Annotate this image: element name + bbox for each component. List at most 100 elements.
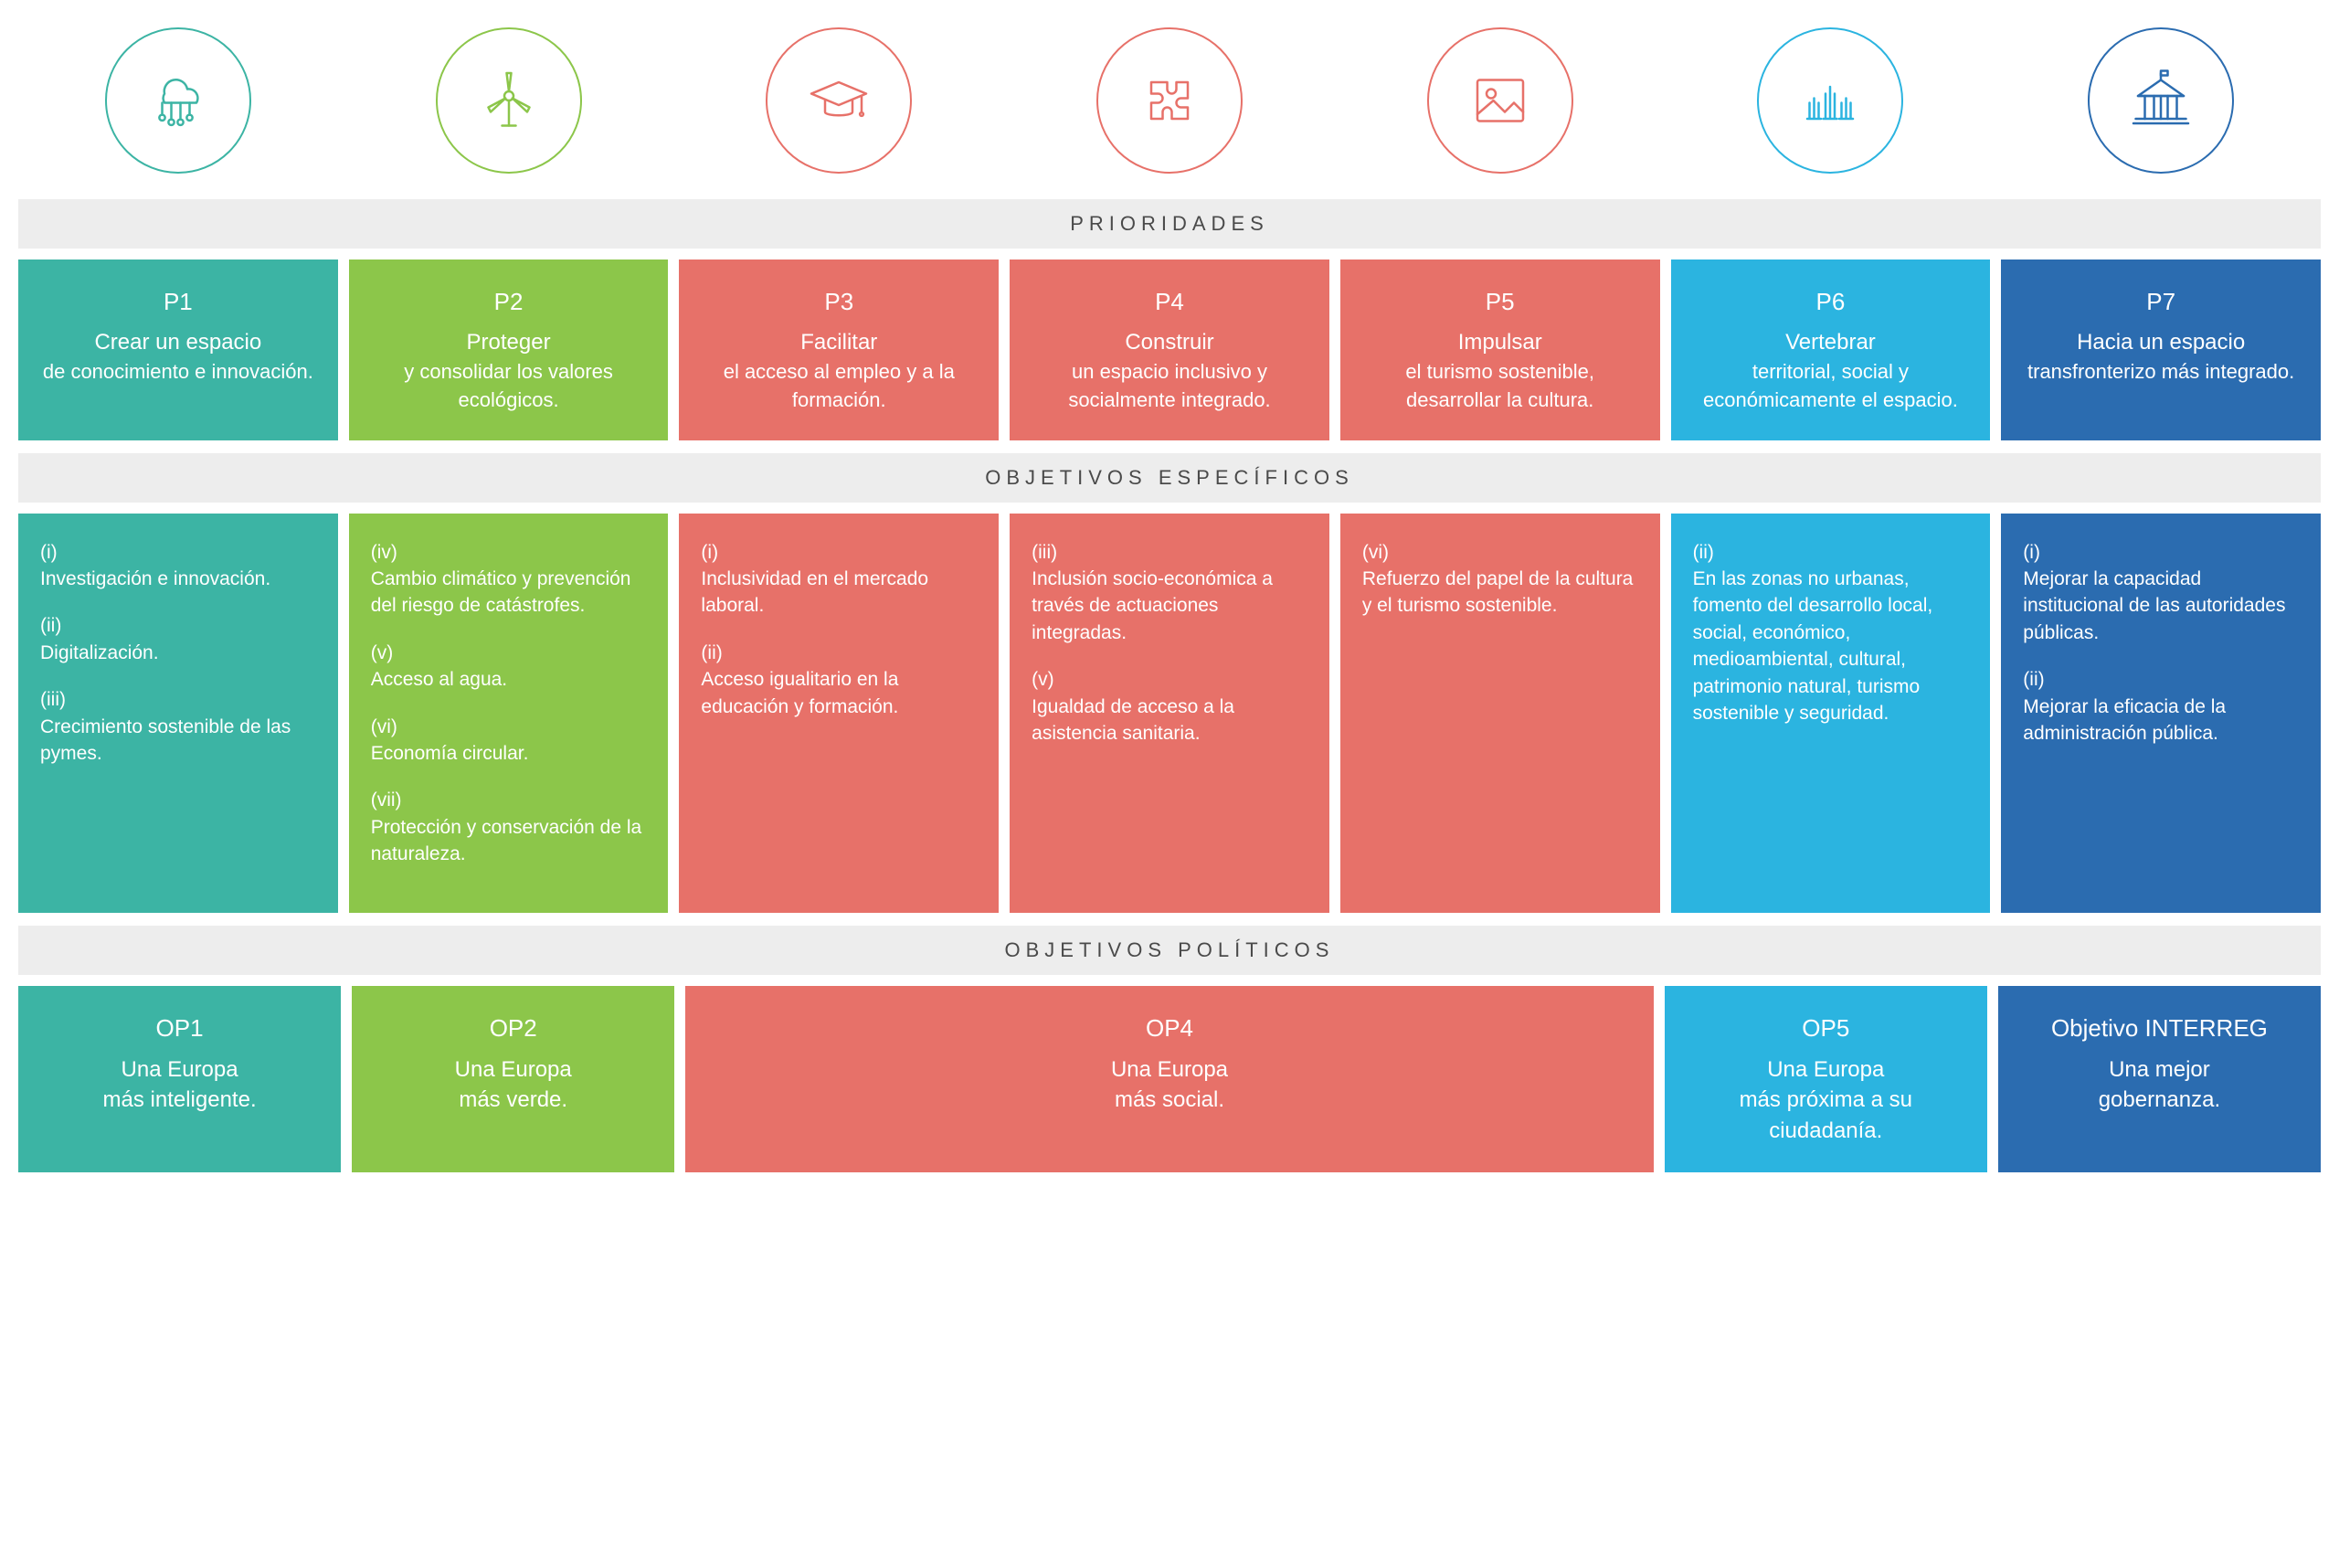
priority-subtitle: un espacio inclusivo y socialmente integ… xyxy=(1032,358,1307,415)
objective-number: (v) xyxy=(1032,666,1307,693)
objective-card: (iv)Cambio climático y prevención del ri… xyxy=(349,514,669,914)
hands-raised-icon xyxy=(1757,27,1903,174)
objective-text: En las zonas no urbanas, fomento del des… xyxy=(1693,566,1969,726)
priority-subtitle: y consolidar los valores ecológicos. xyxy=(371,358,647,415)
political-line2: gobernanza. xyxy=(2020,1085,2299,1116)
priority-card: P7Hacia un espaciotransfronterizo más in… xyxy=(2001,260,2321,440)
objective-item: (iii)Inclusión socio-económica a través … xyxy=(1032,539,1307,647)
priority-code: P4 xyxy=(1032,285,1307,318)
objective-item: (i)Mejorar la capacidad institucional de… xyxy=(2023,539,2299,647)
objective-text: Inclusión socio-económica a través de ac… xyxy=(1032,566,1307,646)
priority-subtitle: de conocimiento e innovación. xyxy=(40,358,316,387)
political-objective-card: OP1 Una Europamás inteligente. xyxy=(18,986,341,1171)
objective-text: Igualdad de acceso a la asistencia sanit… xyxy=(1032,694,1307,747)
icon-row xyxy=(18,18,2321,183)
priority-title: Proteger xyxy=(371,327,647,358)
objective-item: (vii)Protección y conservación de la nat… xyxy=(371,787,647,867)
priority-card: P3Facilitarel acceso al empleo y a la fo… xyxy=(679,260,999,440)
objective-number: (i) xyxy=(40,539,316,566)
political-line2: más inteligente. xyxy=(40,1085,319,1116)
political-code: Objetivo INTERREG xyxy=(2020,1012,2299,1044)
objective-text: Cambio climático y prevención del riesgo… xyxy=(371,566,647,620)
objective-card: (ii)En las zonas no urbanas, fomento del… xyxy=(1671,514,1991,914)
objective-number: (i) xyxy=(2023,539,2299,566)
icon-cell xyxy=(2001,18,2321,183)
section-header-prioridades: PRIORIDADES xyxy=(18,199,2321,249)
political-code: OP5 xyxy=(1687,1012,1965,1044)
priority-code: P1 xyxy=(40,285,316,318)
priority-code: P5 xyxy=(1362,285,1638,318)
wind-turbine-icon xyxy=(436,27,582,174)
objective-card: (iii)Inclusión socio-económica a través … xyxy=(1010,514,1329,914)
priority-card: P6 Vertebrarterritorial, social y económi… xyxy=(1671,260,1991,440)
priority-code: P2 xyxy=(371,285,647,318)
political-line1: Una mejor xyxy=(2020,1054,2299,1086)
section-header-politicos: OBJETIVOS POLÍTICOS xyxy=(18,926,2321,975)
icon-cell xyxy=(18,18,338,183)
objective-card: (i)Mejorar la capacidad institucional de… xyxy=(2001,514,2321,914)
political-code: OP2 xyxy=(374,1012,652,1044)
objective-item: (v)Acceso al agua. xyxy=(371,640,647,694)
priority-card: P2 Protegery consolidar los valores ecoló… xyxy=(349,260,669,440)
priority-card: P1 Crear un espaciode conocimiento e inno… xyxy=(18,260,338,440)
objective-number: (vii) xyxy=(371,787,647,813)
icon-cell xyxy=(1671,18,1991,183)
objective-number: (iii) xyxy=(1032,539,1307,566)
icon-cell xyxy=(679,18,999,183)
political-objective-card: Objetivo INTERREG Una mejorgobernanza. xyxy=(1998,986,2321,1171)
priority-title: Vertebrar xyxy=(1693,327,1969,358)
objective-card: (i)Investigación e innovación. (ii)Digita… xyxy=(18,514,338,914)
political-line1: Una Europa xyxy=(374,1054,652,1086)
objective-number: (v) xyxy=(371,640,647,666)
political-objective-card: OP2 Una Europamás verde. xyxy=(352,986,674,1171)
political-line2: más próxima a su ciudadanía. xyxy=(1687,1085,1965,1146)
icon-cell xyxy=(349,18,669,183)
objective-number: (vi) xyxy=(1362,539,1638,566)
objective-item: (ii)En las zonas no urbanas, fomento del… xyxy=(1693,539,1969,727)
objective-text: Inclusividad en el mercado laboral. xyxy=(701,566,977,620)
objective-text: Investigación e innovación. xyxy=(40,566,316,592)
objective-number: (i) xyxy=(701,539,977,566)
political-line2: más verde. xyxy=(374,1085,652,1116)
priority-code: P7 xyxy=(2023,285,2299,318)
priority-subtitle: territorial, social y económicamente el … xyxy=(1693,358,1969,415)
priority-title: Crear un espacio xyxy=(40,327,316,358)
section-header-objetivos: OBJETIVOS ESPECÍFICOS xyxy=(18,453,2321,503)
objective-number: (iii) xyxy=(40,686,316,713)
objective-item: (ii)Digitalización. xyxy=(40,612,316,666)
objective-number: (vi) xyxy=(371,714,647,740)
objective-text: Digitalización. xyxy=(40,640,316,666)
political-objective-card: OP5Una Europamás próxima a su ciudadanía… xyxy=(1665,986,1987,1171)
picture-icon xyxy=(1427,27,1573,174)
priority-title: Hacia un espacio xyxy=(2023,327,2299,358)
objective-item: (i)Investigación e innovación. xyxy=(40,539,316,593)
objective-text: Economía circular. xyxy=(371,740,647,767)
objective-text: Protección y conservación de la naturale… xyxy=(371,814,647,868)
objective-item: (iii)Crecimiento sostenible de las pymes… xyxy=(40,686,316,767)
political-code: OP1 xyxy=(40,1012,319,1044)
objective-item: (i)Inclusividad en el mercado laboral. xyxy=(701,539,977,620)
priority-code: P3 xyxy=(701,285,977,318)
priority-title: Impulsar xyxy=(1362,327,1638,358)
infographic-container: PRIORIDADES P1 Crear un espaciode conocim… xyxy=(18,18,2321,1172)
objective-number: (iv) xyxy=(371,539,647,566)
objective-item: (iv)Cambio climático y prevención del ri… xyxy=(371,539,647,620)
prioridades-grid: P1 Crear un espaciode conocimiento e inno… xyxy=(18,260,2321,440)
objective-number: (ii) xyxy=(1693,539,1969,566)
objective-number: (ii) xyxy=(40,612,316,639)
politicos-grid: OP1Una Europamás inteligente.OP2Una Euro… xyxy=(18,986,2321,1171)
objective-number: (ii) xyxy=(2023,666,2299,693)
objective-number: (ii) xyxy=(701,640,977,666)
political-line1: Una Europa xyxy=(707,1054,1631,1086)
objective-text: Mejorar la capacidad institucional de la… xyxy=(2023,566,2299,646)
cloud-network-icon xyxy=(105,27,251,174)
icon-cell xyxy=(1010,18,1329,183)
objective-item: (v)Igualdad de acceso a la asistencia sa… xyxy=(1032,666,1307,747)
icon-cell xyxy=(1340,18,1660,183)
political-line1: Una Europa xyxy=(40,1054,319,1086)
objective-text: Refuerzo del papel de la cultura y el tu… xyxy=(1362,566,1638,620)
priority-code: P6 xyxy=(1693,285,1969,318)
objective-card: (i)Inclusividad en el mercado laboral.(i… xyxy=(679,514,999,914)
political-objective-card: OP4Una Europamás social. xyxy=(685,986,1653,1171)
objective-text: Acceso al agua. xyxy=(371,666,647,693)
